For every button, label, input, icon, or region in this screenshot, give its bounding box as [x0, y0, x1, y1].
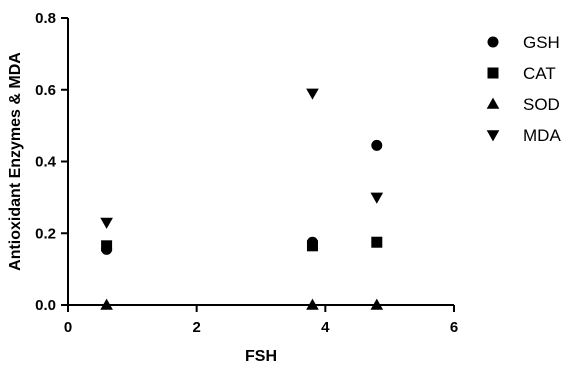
legend-sod-label: SOD — [523, 95, 560, 114]
sod-point — [100, 298, 113, 310]
sod-point — [306, 298, 319, 310]
x-tick-label: 4 — [321, 319, 330, 336]
mda-point — [370, 192, 384, 204]
x-tick-label: 0 — [64, 319, 72, 336]
y-tick-label: 0.4 — [35, 154, 57, 171]
legend-gsh-label: GSH — [523, 33, 560, 52]
legend-mda-marker — [486, 130, 500, 142]
legend-cat-label: CAT — [523, 64, 556, 83]
cat-point — [371, 236, 383, 248]
y-tick-label: 0.0 — [35, 297, 56, 314]
x-tick-label: 2 — [192, 319, 200, 336]
y-tick-label: 0.6 — [35, 82, 56, 99]
legend-sod-marker — [486, 97, 500, 109]
x-tick-label: 6 — [450, 319, 458, 336]
x-axis-title: FSH — [245, 348, 277, 365]
legend: GSH CAT SOD MDA — [486, 33, 561, 145]
legend-mda-label: MDA — [523, 126, 561, 145]
cat-point — [306, 240, 318, 252]
ticks: 0 2 4 6 0.0 0.2 0.4 0.6 0.8 — [35, 10, 458, 336]
axes — [67, 18, 454, 306]
gsh-point — [371, 139, 383, 151]
mda-point — [306, 88, 319, 100]
sod-point — [370, 298, 384, 310]
legend-cat-marker — [487, 67, 499, 79]
y-axis-title: Antioxidant Enzymes & MDA — [7, 52, 24, 271]
legend-gsh-marker — [487, 36, 499, 48]
y-tick-label: 0.8 — [35, 10, 56, 27]
data-points — [100, 88, 384, 310]
cat-point — [101, 240, 113, 252]
mda-point — [100, 217, 113, 229]
y-tick-label: 0.2 — [35, 225, 56, 242]
